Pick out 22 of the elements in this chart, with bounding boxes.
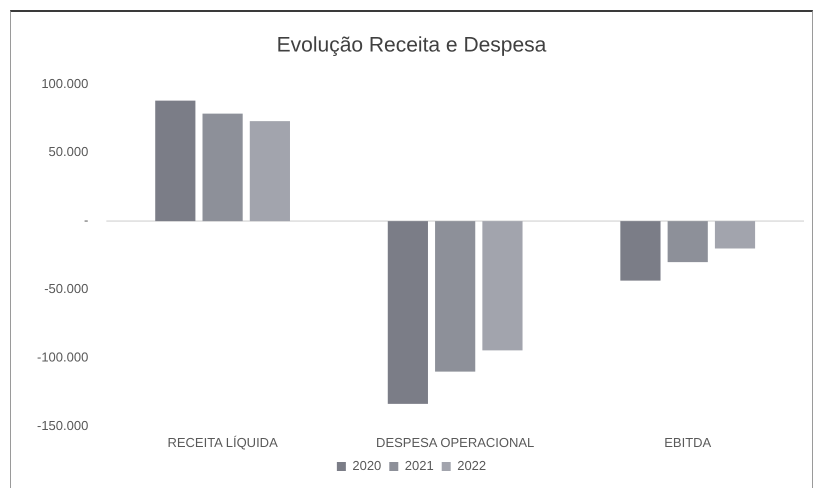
y-tick-label: -150.000 (36, 418, 88, 433)
y-tick-label: 100.000 (41, 76, 88, 91)
bar (250, 121, 290, 222)
legend-label: 2020 (352, 458, 382, 474)
bar (202, 114, 243, 222)
bar (668, 221, 708, 262)
x-tick-label: RECEITA LÍQUIDA (167, 434, 278, 450)
y-tick-label: 50.000 (48, 144, 88, 160)
legend-label: 2022 (457, 458, 486, 474)
bar (388, 221, 428, 404)
chart-title: Evolução Receita e Despesa (276, 33, 547, 56)
x-tick-label: DESPESA OPERACIONAL (376, 434, 534, 450)
bar (714, 221, 756, 248)
bar (620, 221, 661, 281)
y-tick-label: -50.000 (44, 281, 88, 296)
x-tick-label: EBITDA (664, 434, 712, 450)
bar (155, 100, 196, 222)
bar (482, 221, 523, 350)
y-tick-label: -100.000 (36, 350, 88, 365)
y-tick-label: - (84, 212, 88, 228)
legend-label: 2021 (404, 458, 434, 474)
bar (435, 221, 476, 372)
